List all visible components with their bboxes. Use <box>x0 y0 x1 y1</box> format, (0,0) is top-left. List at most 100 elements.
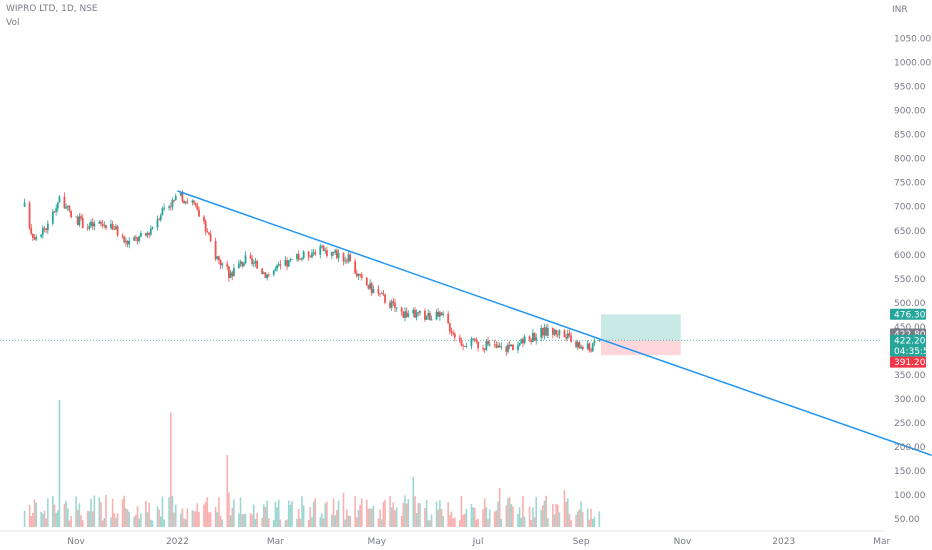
candle <box>193 199 195 206</box>
candle <box>297 250 300 262</box>
candle <box>370 281 373 296</box>
candle <box>252 259 255 267</box>
volume-bar <box>296 518 298 527</box>
candle <box>244 251 247 265</box>
volume-bar <box>473 507 476 527</box>
candle <box>88 222 91 231</box>
volume-bar <box>98 497 101 527</box>
candle <box>342 252 345 266</box>
candle <box>400 306 403 316</box>
candle <box>345 258 348 264</box>
volume-bar <box>299 518 302 527</box>
candle <box>427 309 430 320</box>
candle <box>237 259 240 269</box>
volume-bar <box>204 501 207 527</box>
volume-bar <box>568 514 571 527</box>
candle <box>543 323 546 340</box>
candle <box>565 333 568 342</box>
volume-bar <box>520 518 523 527</box>
candle <box>125 237 127 247</box>
y-tick-label: 450.00 <box>894 323 926 333</box>
trendline[interactable] <box>177 190 932 456</box>
candle <box>183 199 185 204</box>
volume-bar <box>45 518 47 527</box>
candle <box>463 345 466 347</box>
trend-line <box>177 190 932 456</box>
candle <box>66 205 69 212</box>
volume-bar <box>555 503 557 527</box>
volume-bar <box>412 476 415 527</box>
candle <box>116 224 119 238</box>
volume-bar <box>563 489 566 527</box>
volume-bar <box>238 513 240 527</box>
candle <box>498 342 501 348</box>
candle <box>231 270 234 281</box>
volume-bar <box>277 499 280 527</box>
candle <box>90 219 92 228</box>
candle <box>242 261 245 267</box>
volume-bar <box>334 515 337 527</box>
volume-bar <box>208 512 210 527</box>
volume-bar <box>173 512 175 527</box>
volume-bar <box>417 503 420 527</box>
volume-bar <box>400 515 403 527</box>
volume-bar <box>221 519 224 527</box>
volume-bar <box>454 517 456 527</box>
candle <box>266 274 269 281</box>
candle <box>472 337 474 342</box>
y-tick-label: 500.00 <box>894 299 926 309</box>
volume-bar <box>253 504 255 527</box>
candle <box>148 231 151 239</box>
y-tick-label: 300.00 <box>894 395 926 405</box>
volume-bar <box>437 509 440 527</box>
volume-bar <box>302 505 305 527</box>
badge-countdown: 04:35:50 <box>894 347 932 357</box>
candle <box>144 232 147 237</box>
volume-bar <box>462 514 464 527</box>
volume-bar <box>590 508 592 527</box>
volume-bar <box>196 503 199 527</box>
x-tick-label: Sep <box>573 537 590 547</box>
candle <box>146 231 149 238</box>
volume-bar <box>216 512 219 527</box>
volume-bar <box>47 498 49 527</box>
volume-bar <box>66 508 69 527</box>
candle <box>497 341 499 348</box>
candle <box>76 215 79 226</box>
candle <box>272 269 275 277</box>
candle <box>254 257 257 268</box>
volume-bar <box>319 517 322 527</box>
candle <box>367 284 370 290</box>
candle <box>35 234 38 242</box>
candle <box>566 329 569 340</box>
candle <box>568 329 571 338</box>
y-tick-label: 350.00 <box>894 371 926 381</box>
volume-bar <box>553 514 556 527</box>
stop-zone <box>601 340 681 356</box>
volume-bar <box>145 500 147 527</box>
volume-bar <box>219 515 222 527</box>
chart-title: WIPRO LTD, 1D, NSE <box>6 4 98 14</box>
candle <box>163 203 166 211</box>
candle <box>209 230 212 243</box>
volume-bar <box>482 509 484 527</box>
candle <box>395 307 398 312</box>
candle <box>578 341 581 349</box>
volume-bar <box>463 513 466 527</box>
volume-bar <box>266 500 268 527</box>
candle <box>110 219 112 230</box>
candle <box>100 220 102 227</box>
candle <box>512 343 514 351</box>
volume-bar <box>126 509 129 527</box>
candle <box>51 208 54 226</box>
volume-bar <box>184 519 187 527</box>
candle <box>404 307 406 322</box>
volume-bar <box>276 507 278 527</box>
volume-bar <box>52 495 54 527</box>
x-tick-label: May <box>367 537 386 547</box>
volume-bar <box>30 516 33 527</box>
candle <box>307 251 310 261</box>
volume-bar <box>284 520 287 527</box>
candle <box>274 266 277 272</box>
